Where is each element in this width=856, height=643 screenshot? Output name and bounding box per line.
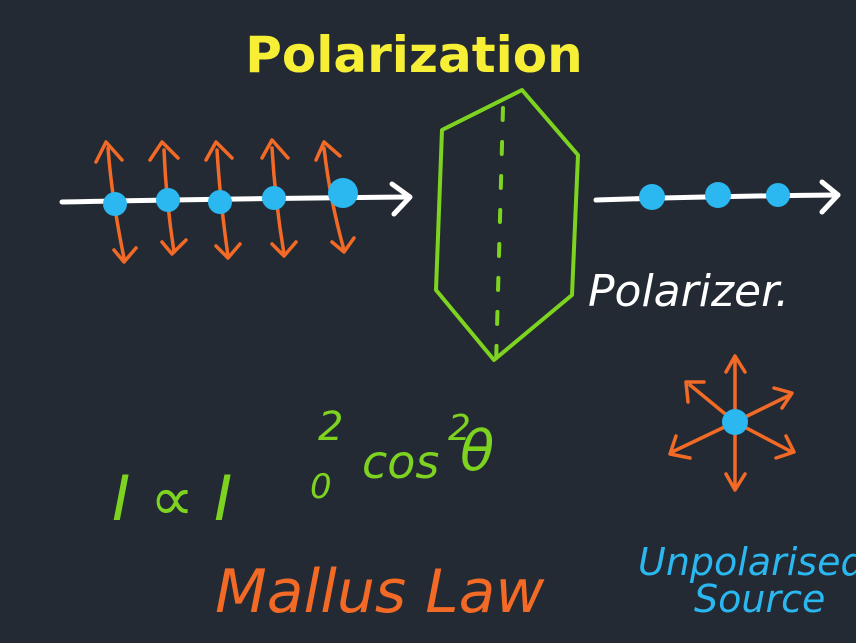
wave-dot <box>208 190 232 214</box>
polarizer-label: Polarizer. <box>588 266 789 317</box>
formula-subscript: 0 <box>310 467 332 507</box>
formula-superscript: 2 <box>318 404 343 450</box>
wave-dot <box>328 178 358 208</box>
source-label-line2: Source <box>694 577 825 621</box>
wave-dot <box>103 192 127 216</box>
wave-dot <box>156 188 180 212</box>
unpolarised-source-star <box>668 354 796 492</box>
formula-main: I ∝ I <box>112 462 232 535</box>
formula-theta: θ <box>460 419 494 484</box>
source-label-line1: Unpolarised <box>638 540 856 584</box>
wave-dot <box>262 186 286 210</box>
formula-cos: cos <box>362 435 439 489</box>
wave-dot <box>639 184 665 210</box>
source-dot <box>722 409 748 435</box>
law-name: Mallus Law <box>215 557 545 627</box>
transmitted-dots <box>639 182 790 210</box>
incident-dots <box>103 178 358 216</box>
wave-dot <box>766 183 790 207</box>
page-title: Polarization <box>245 26 583 84</box>
polarizer-axis <box>494 106 505 367</box>
transmitted-ray-arrowhead <box>819 179 841 215</box>
formula-superscript-2: 2 <box>448 408 471 449</box>
malus-formula: I ∝ I 0 2 cos 2 θ <box>112 404 494 535</box>
incident-ray-arrowhead <box>389 181 413 217</box>
wave-dot <box>705 182 731 208</box>
polarizer-shape <box>434 88 580 367</box>
